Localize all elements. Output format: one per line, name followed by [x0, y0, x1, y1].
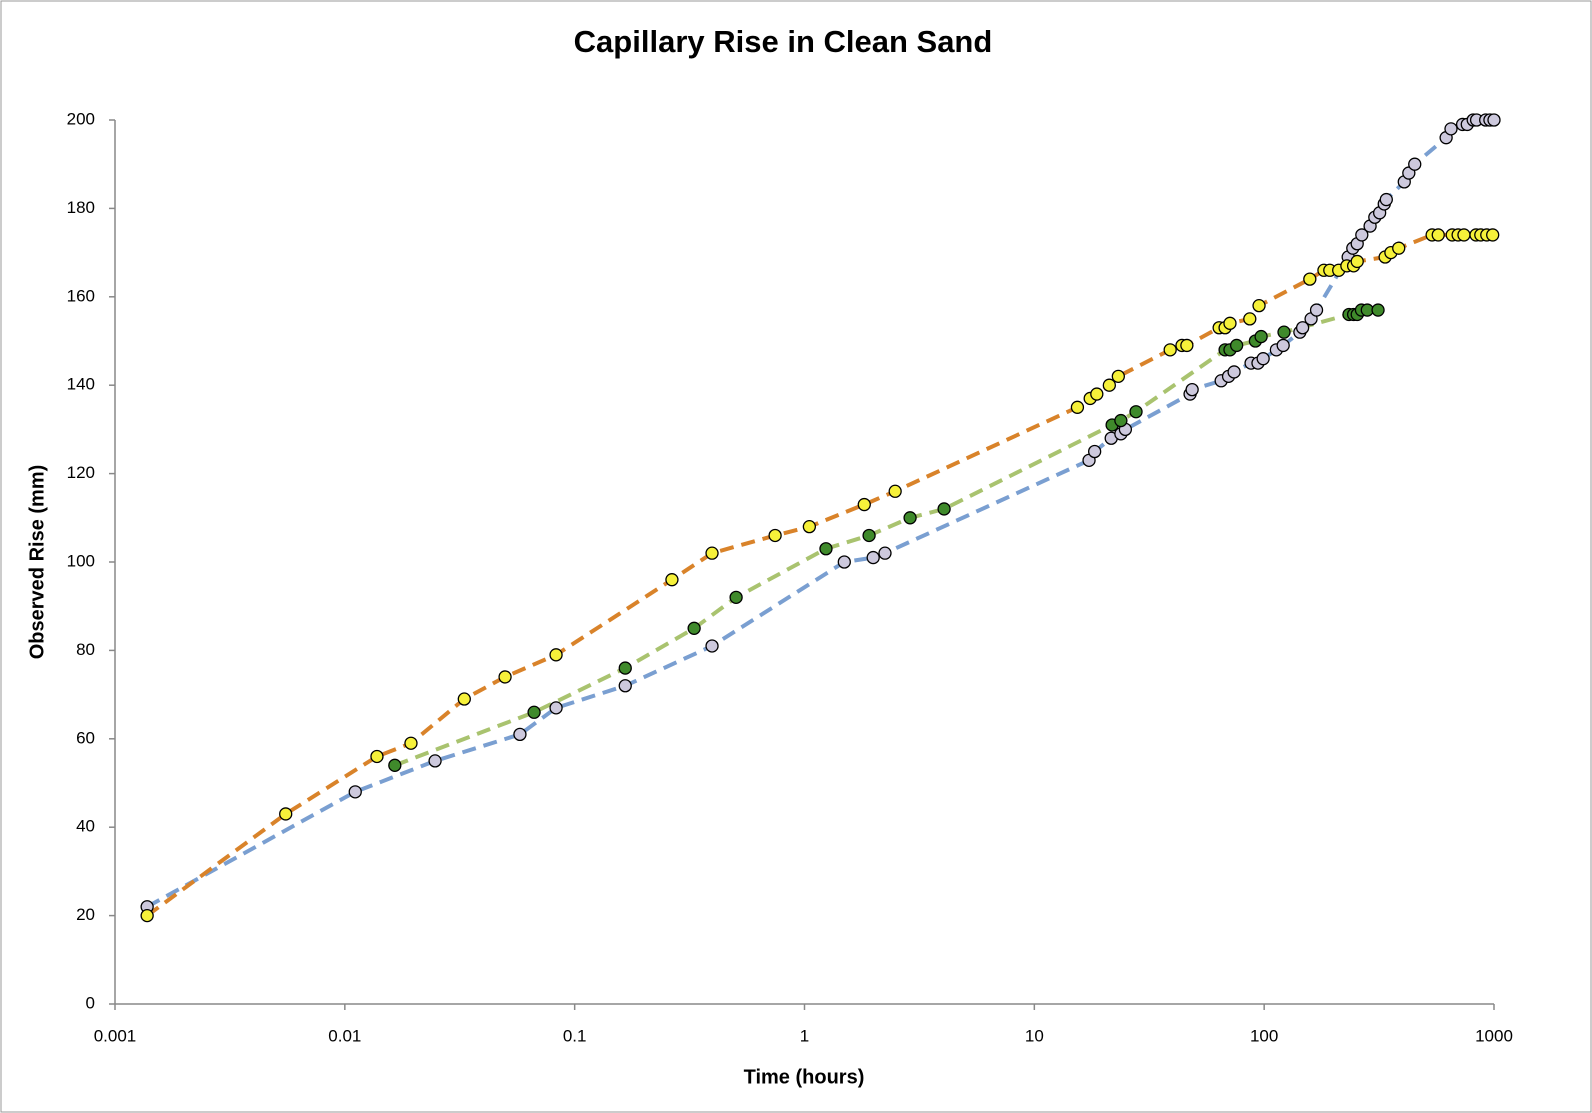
data-point — [1229, 338, 1244, 353]
data-point — [1457, 228, 1471, 242]
y-axis-label: Observed Rise (mm) — [26, 465, 48, 660]
data-point — [888, 484, 902, 498]
series-line — [146, 118, 1494, 909]
data-point — [1256, 352, 1270, 366]
y-tick-label: 40 — [76, 817, 95, 836]
data-point — [802, 519, 817, 534]
y-tick-label: 80 — [76, 640, 95, 659]
data-point — [768, 528, 782, 543]
data-point — [705, 546, 719, 560]
data-point — [618, 679, 632, 693]
data-point — [1355, 228, 1369, 242]
x-tick-label: 1 — [800, 1026, 809, 1045]
y-tick-label: 160 — [67, 286, 95, 305]
data-point — [1254, 329, 1268, 344]
data-point — [937, 502, 951, 516]
data-point — [388, 758, 402, 772]
x-tick-label: 10 — [1025, 1026, 1044, 1045]
y-tick-label: 140 — [67, 375, 95, 394]
x-tick-label: 0.1 — [563, 1026, 587, 1045]
data-point — [140, 908, 154, 923]
data-point — [279, 807, 293, 821]
data-point — [404, 736, 418, 750]
data-point — [1111, 369, 1125, 384]
data-point — [903, 511, 917, 525]
data-point — [819, 542, 833, 556]
data-point — [1070, 400, 1085, 414]
data-point — [1431, 228, 1445, 242]
data-point — [1102, 378, 1116, 392]
data-point — [857, 497, 871, 512]
chart-title: Capillary Rise in Clean Sand — [574, 24, 993, 59]
data-point — [1295, 321, 1310, 335]
y-tick-label: 200 — [67, 109, 95, 128]
data-point — [1180, 338, 1194, 353]
data-point — [1252, 298, 1266, 313]
data-point — [878, 546, 892, 560]
data-point — [1090, 387, 1104, 401]
data-point — [866, 550, 880, 565]
data-point — [1223, 316, 1237, 330]
data-point — [1487, 113, 1501, 127]
data-point — [549, 701, 563, 715]
data-point — [1227, 365, 1241, 379]
data-point — [862, 528, 876, 543]
data-point — [1243, 312, 1257, 326]
x-tick-label: 1000 — [1475, 1026, 1513, 1045]
y-tick-label: 180 — [67, 198, 95, 217]
data-point — [428, 754, 442, 768]
data-point — [1303, 272, 1317, 286]
data-point — [618, 661, 632, 675]
y-tick-label: 60 — [76, 728, 95, 747]
data-point — [1350, 254, 1364, 269]
data-point — [705, 639, 719, 653]
data-point — [1114, 413, 1128, 428]
data-point — [457, 692, 471, 706]
y-tick-label: 0 — [86, 993, 95, 1012]
data-point — [348, 785, 362, 799]
data-point — [1486, 228, 1500, 242]
data-point — [837, 555, 851, 569]
data-point — [687, 621, 701, 635]
data-point — [1379, 192, 1393, 207]
data-point — [498, 670, 512, 684]
x-tick-label: 0.01 — [328, 1026, 361, 1045]
data-point — [1163, 343, 1177, 357]
data-point — [513, 727, 527, 742]
data-point — [1088, 444, 1102, 459]
y-tick-label: 20 — [76, 905, 95, 924]
data-point — [665, 573, 679, 587]
data-point — [549, 648, 563, 662]
y-tick-label: 100 — [67, 551, 95, 570]
y-tick-label: 120 — [67, 463, 95, 482]
data-point — [1371, 303, 1385, 317]
x-axis-label: Time (hours) — [744, 1066, 865, 1088]
data-point — [370, 749, 384, 764]
data-point — [729, 590, 743, 605]
data-point — [1392, 241, 1406, 255]
data-point — [1129, 405, 1143, 419]
data-point — [527, 705, 541, 719]
data-point — [1185, 382, 1199, 397]
data-point — [1276, 338, 1290, 353]
data-point — [1309, 303, 1324, 317]
x-tick-label: 0.001 — [94, 1026, 137, 1045]
data-point — [1444, 122, 1458, 136]
data-point — [1408, 157, 1422, 171]
data-point — [1277, 325, 1291, 339]
x-tick-label: 100 — [1250, 1026, 1278, 1045]
